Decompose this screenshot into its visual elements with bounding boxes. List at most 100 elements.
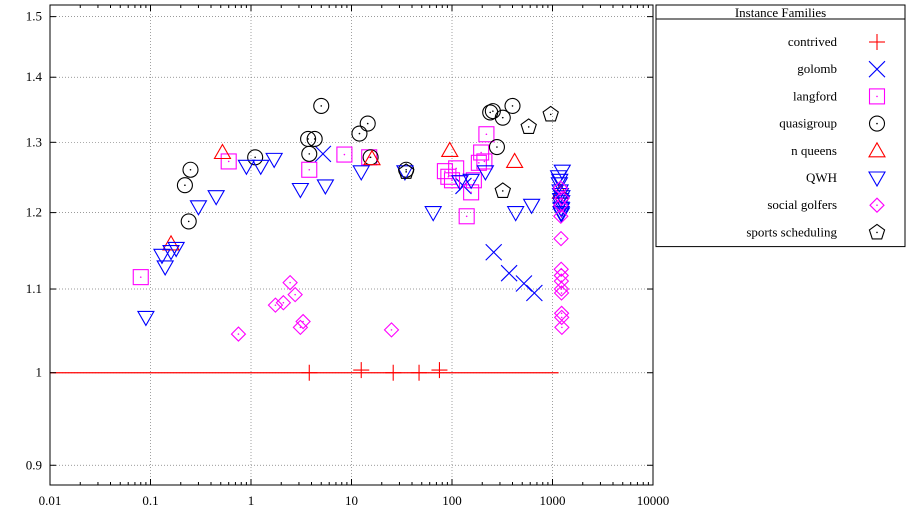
point-QWH bbox=[153, 248, 171, 265]
point-social-golfers bbox=[553, 208, 569, 225]
point-langford bbox=[478, 126, 495, 143]
point-sports-scheduling bbox=[542, 105, 559, 122]
point-social-golfers bbox=[275, 294, 292, 311]
point-contrived bbox=[301, 364, 318, 381]
point-social-golfers bbox=[552, 180, 569, 196]
point-social-golfers bbox=[553, 230, 569, 247]
point-contrived bbox=[431, 362, 448, 379]
point-QWH bbox=[162, 244, 180, 261]
point-langford bbox=[476, 153, 493, 170]
point-langford bbox=[470, 154, 487, 171]
point-QWH bbox=[237, 159, 256, 176]
y-tick-label: 1.5 bbox=[26, 9, 42, 24]
point-social-golfers bbox=[295, 313, 311, 330]
legend-marker bbox=[869, 197, 885, 213]
point-social-golfers bbox=[230, 326, 247, 342]
point-social-golfers bbox=[267, 297, 284, 313]
point-social-golfers bbox=[554, 319, 570, 336]
point-golomb bbox=[485, 243, 503, 261]
legend-label: quasigroup bbox=[779, 116, 837, 131]
legend-marker bbox=[868, 171, 886, 188]
legend-label: n queens bbox=[791, 143, 837, 158]
x-tick-label: 0.1 bbox=[142, 493, 158, 508]
point-QWH bbox=[207, 190, 226, 206]
point-quasigroup bbox=[182, 161, 199, 178]
x-tick-label: 10000 bbox=[637, 493, 670, 508]
point-QWH bbox=[136, 310, 155, 327]
legend-label: golomb bbox=[797, 61, 837, 76]
legend-label: sports scheduling bbox=[746, 224, 837, 239]
x-tick-label: 1000 bbox=[540, 493, 566, 508]
point-langford bbox=[220, 153, 237, 170]
point-quasigroup bbox=[351, 125, 368, 142]
point-sports-scheduling bbox=[520, 118, 537, 134]
point-quasigroup bbox=[488, 139, 505, 156]
point-QWH bbox=[462, 173, 481, 190]
point-QWH bbox=[251, 159, 270, 176]
point-sports-scheduling bbox=[494, 182, 512, 198]
x-tick-label: 100 bbox=[442, 493, 462, 508]
point-quasigroup bbox=[300, 130, 317, 147]
point-QWH bbox=[451, 175, 469, 191]
point-contrived bbox=[411, 364, 428, 381]
point-quasigroup bbox=[180, 213, 197, 230]
point-QWH bbox=[156, 260, 175, 277]
point-social-golfers bbox=[383, 322, 400, 338]
y-tick-label: 0.9 bbox=[26, 457, 42, 472]
point-QWH bbox=[522, 198, 541, 215]
point-golomb bbox=[314, 145, 332, 163]
point-QWH bbox=[189, 200, 208, 216]
point-QWH bbox=[265, 152, 284, 169]
point-langford bbox=[361, 149, 378, 166]
point-langford bbox=[132, 269, 149, 286]
point-contrived bbox=[353, 362, 370, 379]
legend-marker bbox=[868, 141, 886, 158]
point-social-golfers bbox=[553, 273, 570, 289]
point-social-golfers bbox=[282, 274, 298, 291]
legend-label: langford bbox=[793, 88, 838, 103]
legend: Instance Families contrived golomb langfor… bbox=[655, 4, 906, 248]
point-quasigroup bbox=[494, 109, 511, 126]
point-QWH bbox=[167, 241, 186, 258]
x-tick-label: 1 bbox=[248, 493, 255, 508]
point-social-golfers bbox=[553, 281, 570, 297]
point-n-queens bbox=[505, 152, 524, 168]
point-QWH bbox=[476, 165, 495, 181]
data-points bbox=[132, 97, 572, 381]
point-quasigroup bbox=[504, 97, 521, 114]
y-tick-label: 1.1 bbox=[26, 281, 42, 296]
y-tick-label: 1.4 bbox=[26, 69, 43, 84]
point-langford bbox=[336, 146, 353, 163]
grid-lines bbox=[50, 5, 653, 485]
legend-marker bbox=[868, 60, 886, 78]
legend-label: QWH bbox=[806, 170, 837, 185]
point-social-golfers bbox=[287, 286, 303, 303]
legend-label: social golfers bbox=[767, 197, 837, 212]
point-langford bbox=[443, 172, 461, 189]
x-tick-label: 0.01 bbox=[39, 493, 62, 508]
point-QWH bbox=[506, 206, 525, 222]
point-quasigroup bbox=[176, 177, 193, 194]
point-golomb bbox=[515, 275, 533, 292]
legend-box bbox=[655, 4, 906, 248]
point-social-golfers bbox=[553, 309, 570, 326]
point-social-golfers bbox=[292, 319, 309, 336]
legend-marker bbox=[868, 88, 886, 105]
point-social-golfers bbox=[552, 197, 569, 214]
legend-label: contrived bbox=[788, 34, 838, 49]
point-n-queens bbox=[440, 141, 459, 158]
point-langford bbox=[458, 208, 475, 225]
point-golomb bbox=[500, 264, 518, 282]
point-langford bbox=[463, 184, 480, 201]
legend-marker bbox=[868, 115, 886, 132]
point-QWH bbox=[316, 179, 335, 196]
y-tick-label: 1.3 bbox=[26, 134, 42, 149]
point-quasigroup bbox=[247, 149, 264, 166]
point-social-golfers bbox=[553, 285, 570, 301]
point-social-golfers bbox=[554, 190, 570, 206]
point-quasigroup bbox=[313, 97, 330, 114]
y-tick-label: 1.2 bbox=[26, 205, 42, 220]
point-contrived bbox=[385, 364, 402, 381]
y-tick-label: 1 bbox=[36, 365, 43, 380]
